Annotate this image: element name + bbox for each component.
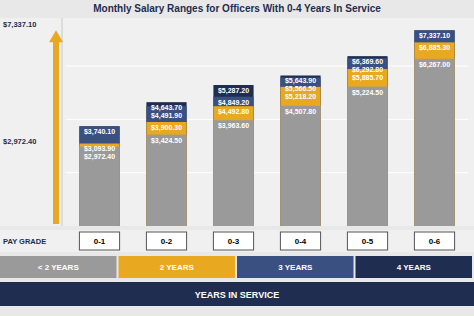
x-tick-label: 0-6 [429,237,441,246]
category-row [0,230,474,252]
data-label: $6,292.80 [352,66,383,74]
x-tick-label: 0-3 [228,237,240,246]
bar [213,106,253,226]
bar [347,87,387,226]
chart: Monthly Salary Ranges for Officers With … [0,0,474,316]
data-label: $5,224.50 [352,89,383,97]
bar [79,143,119,226]
bar [414,42,454,226]
data-label: $3,963.60 [218,122,249,130]
legend-title-bar [0,282,474,306]
bar [146,106,186,226]
data-label: $5,885.70 [352,74,383,82]
y-axis-line [62,18,63,226]
data-label: $4,492.80 [218,108,249,116]
category-box [79,232,119,250]
bar [213,85,253,226]
legend-label: < 2 YEARS [38,263,80,272]
bars [79,30,454,226]
grid-line [66,172,468,173]
background [0,0,474,316]
bar [146,122,186,226]
annotation: $7,337.10 [3,20,36,29]
bar [347,58,387,226]
bar [414,59,454,226]
category-box [347,232,387,250]
legend-swatch [237,256,354,278]
bar [213,120,253,226]
data-label: $5,566.50 [285,85,316,93]
data-label: $6,267.00 [419,61,450,69]
legend-swatch [119,256,236,278]
bar [79,126,119,226]
data-label: $4,507.80 [285,108,316,116]
data-label: $5,218.20 [285,93,316,101]
data-label: $5,287.20 [218,87,249,95]
category-box [280,232,320,250]
data-label: $2,972.40 [84,153,115,161]
bar [146,102,186,226]
bar [347,69,387,226]
x-tick-label: 0-2 [161,237,173,246]
grid-line [66,119,468,120]
data-label: $6,369.60 [352,58,383,66]
category-box [414,232,454,250]
legend-swatch [0,256,117,278]
annotation: $2,972.40 [3,137,36,146]
data-label: $3,740.10 [84,128,115,136]
bar [347,56,387,226]
data-label: $4,849.20 [218,99,249,107]
data-label: $3,424.50 [151,137,182,145]
bar [79,126,119,226]
category-box [213,232,253,250]
bar [280,87,320,226]
annotation-arrow [49,30,63,224]
legend-label: 3 YEARS [278,263,313,272]
category-box [146,232,186,250]
bar [146,135,186,226]
x-tick-label: 0-4 [295,237,307,246]
grid-line [66,66,468,67]
bar [414,30,454,226]
data-label: $7,337.10 [419,32,450,40]
data-label: $4,491.90 [151,112,182,120]
legend-label: 2 YEARS [160,263,195,272]
plot-background [0,18,474,226]
x-tick-label: 0-1 [94,237,106,246]
bar [414,30,454,226]
legend-label: 4 YEARS [397,263,432,272]
legend-swatch [356,256,473,278]
data-label: $5,643.90 [285,77,316,85]
bar [280,106,320,226]
bar [280,78,320,226]
data-label: $3,093.90 [84,145,115,153]
bar [79,147,119,226]
bar [280,75,320,226]
x-tick-label: 0-5 [362,237,374,246]
title: Monthly Salary Ranges for Officers With … [93,3,381,14]
data-label: $6,885.30 [419,44,450,52]
data-label: $3,900.30 [151,124,182,132]
legend-title: YEARS IN SERVICE [195,290,279,300]
bar [213,97,253,226]
x-axis-label: PAY GRADE [3,237,46,246]
data-label: $4,643.70 [151,104,182,112]
